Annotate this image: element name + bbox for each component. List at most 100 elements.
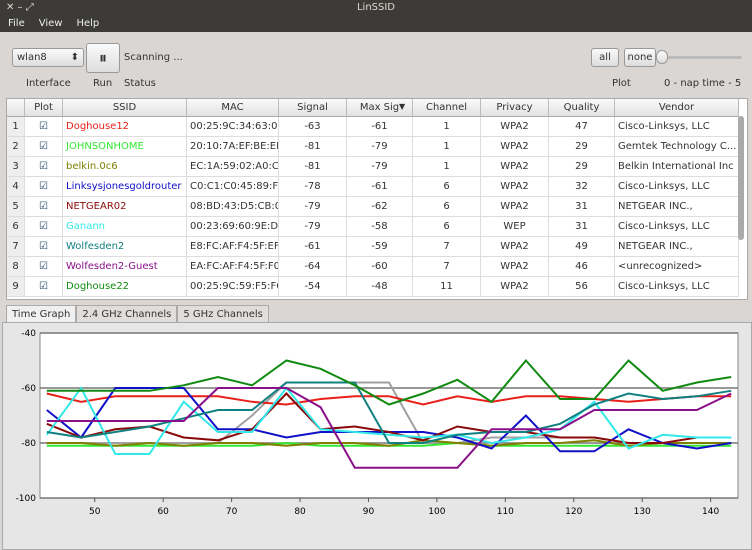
- tab[interactable]: 2.4 GHz Channels: [76, 305, 178, 323]
- cell-vendor: Cisco-Linksys, LLC: [615, 117, 739, 137]
- cell-quality: 47: [549, 117, 615, 137]
- cell-quality: 56: [549, 277, 615, 297]
- tab[interactable]: Time Graph: [6, 305, 77, 323]
- menu-item[interactable]: Help: [76, 18, 100, 29]
- cell-max-sig: -79: [347, 137, 413, 157]
- x-tick-label: 80: [294, 507, 306, 517]
- row-number: 5: [7, 197, 25, 217]
- none-button[interactable]: none: [624, 48, 656, 67]
- cell-vendor: Gemtek Technology C...: [615, 137, 739, 157]
- plot-checkbox[interactable]: ☑: [25, 197, 63, 217]
- row-number: 4: [7, 177, 25, 197]
- cell-signal: -78: [279, 177, 347, 197]
- x-tick-label: 70: [226, 507, 238, 517]
- plot-checkbox[interactable]: ☑: [25, 157, 63, 177]
- column-header[interactable]: Quality: [549, 99, 615, 117]
- label: Run: [93, 78, 113, 89]
- column-header[interactable]: MAC: [187, 99, 279, 117]
- cell-max-sig: -58: [347, 217, 413, 237]
- cell-max-sig: -48: [347, 277, 413, 297]
- column-header[interactable]: Plot: [25, 99, 63, 117]
- plot-checkbox[interactable]: ☑: [25, 277, 63, 297]
- all-button[interactable]: all: [591, 48, 619, 67]
- cell-mac: E8:FC:AF:F4:5F:EF: [187, 237, 279, 257]
- plot-checkbox[interactable]: ☑: [25, 257, 63, 277]
- cell-vendor: Belkin International Inc: [615, 157, 739, 177]
- cell-vendor: <unrecognized>: [615, 257, 739, 277]
- cell-signal: -63: [279, 117, 347, 137]
- select-arrow: ⬍: [70, 52, 79, 63]
- cell-vendor: Cisco-Linksys, LLC: [615, 217, 739, 237]
- column-header[interactable]: Channel: [413, 99, 481, 117]
- cell-mac: C0:C1:C0:45:89:F8: [187, 177, 279, 197]
- plot-checkbox[interactable]: ☑: [25, 117, 63, 137]
- cell-quality: 31: [549, 217, 615, 237]
- plot-checkbox[interactable]: ☑: [25, 177, 63, 197]
- cell-max-sig: -79: [347, 157, 413, 177]
- menu-item[interactable]: File: [8, 18, 25, 29]
- cell-signal: -54: [279, 277, 347, 297]
- plot-checkbox[interactable]: ☑: [25, 137, 63, 157]
- cell-privacy: WPA2: [481, 117, 549, 137]
- cell-vendor: Cisco-Linksys, LLC: [615, 277, 739, 297]
- tab[interactable]: 5 GHz Channels: [177, 305, 269, 323]
- cell-vendor: NETGEAR INC.,: [615, 197, 739, 217]
- cell-max-sig: -59: [347, 237, 413, 257]
- x-tick-label: 110: [497, 507, 514, 517]
- y-tick-label: -100: [16, 494, 37, 504]
- cell-privacy: WPA2: [481, 137, 549, 157]
- row-number: 9: [7, 277, 25, 297]
- column-header[interactable]: Signal: [279, 99, 347, 117]
- cell-mac: 08:BD:43:D5:CB:03: [187, 197, 279, 217]
- cell-signal: -81: [279, 137, 347, 157]
- cell-privacy: WPA2: [481, 257, 549, 277]
- x-tick-label: 60: [157, 507, 169, 517]
- row-number: 6: [7, 217, 25, 237]
- cell-ssid: JOHNSONHOME: [63, 137, 187, 157]
- interface-select[interactable]: wlan8 ⬍: [12, 48, 84, 67]
- pause-button[interactable]: ⏸: [86, 43, 120, 73]
- row-number: 1: [7, 117, 25, 137]
- nap-slider[interactable]: [656, 50, 742, 64]
- column-header[interactable]: Privacy: [481, 99, 549, 117]
- y-tick-label: -60: [21, 384, 36, 394]
- cell-channel: 1: [413, 137, 481, 157]
- cell-ssid: Linksysjonesgoldrouter: [63, 177, 187, 197]
- header-corner: [7, 99, 25, 117]
- scrollbar[interactable]: [738, 116, 744, 240]
- menu-bar: File View Help: [0, 16, 752, 32]
- menu-item[interactable]: View: [38, 18, 63, 29]
- signal-line: [46, 392, 732, 406]
- cell-privacy: WPA2: [481, 197, 549, 217]
- column-header[interactable]: SSID: [63, 99, 187, 117]
- network-table: Plot SSID MAC Signal Max Sig Channel Privacy Qu…: [6, 98, 748, 300]
- interface-value: wlan8: [17, 52, 47, 63]
- signal-line: [45, 386, 732, 455]
- cell-privacy: WPA2: [481, 157, 549, 177]
- plot-checkbox[interactable]: ☑: [25, 217, 63, 237]
- cell-signal: -64: [279, 257, 347, 277]
- cell-quality: 29: [549, 137, 615, 157]
- slider-handle[interactable]: [656, 50, 668, 64]
- cell-max-sig: -60: [347, 257, 413, 277]
- column-header[interactable]: Max Sig: [347, 99, 413, 117]
- cell-signal: -61: [279, 237, 347, 257]
- cell-quality: 31: [549, 197, 615, 217]
- window-controls[interactable]: ✕ – ⤢: [6, 2, 34, 13]
- signal-line: [46, 381, 732, 444]
- cell-max-sig: -61: [347, 117, 413, 137]
- cell-ssid: Doghouse12: [63, 117, 187, 137]
- cell-channel: 6: [413, 197, 481, 217]
- cell-channel: 1: [413, 117, 481, 137]
- cell-quality: 32: [549, 177, 615, 197]
- cell-privacy: WPA2: [481, 277, 549, 297]
- plot-checkbox[interactable]: ☑: [25, 237, 63, 257]
- window-title: LinSSID: [356, 2, 396, 13]
- column-header[interactable]: Vendor: [615, 99, 739, 117]
- cell-ssid: Doghouse22: [63, 277, 187, 297]
- row-number: 2: [7, 137, 25, 157]
- x-tick-label: 100: [428, 507, 445, 517]
- cell-mac: 20:10:7A:EF:BE:EF: [187, 137, 279, 157]
- cell-channel: 6: [413, 217, 481, 237]
